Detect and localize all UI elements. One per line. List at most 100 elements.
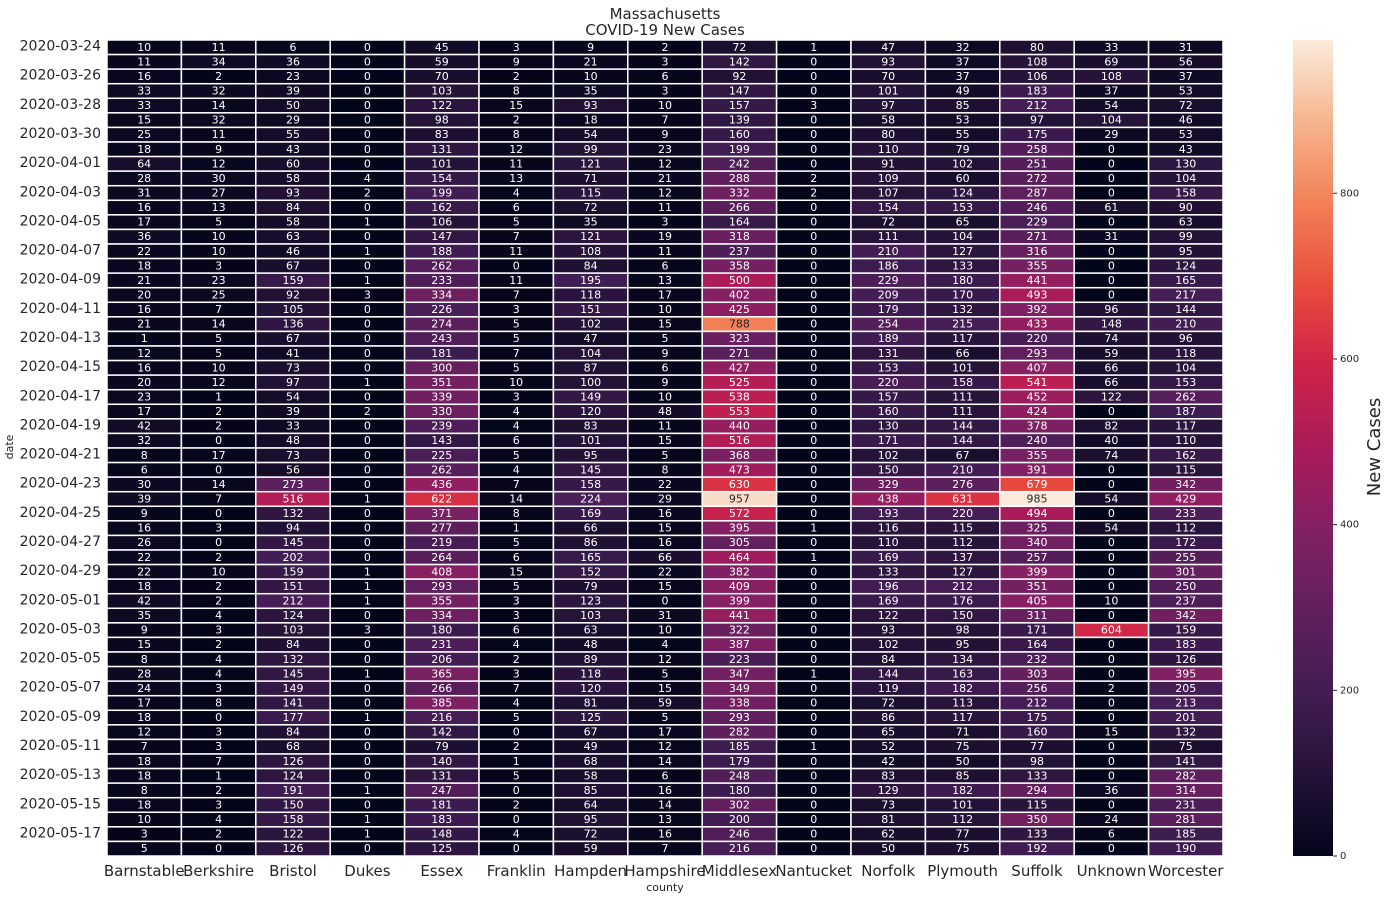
cell-value-label: 4 <box>513 463 520 476</box>
cell-value-label: 12 <box>658 187 672 200</box>
cell-value-label: 0 <box>1108 157 1115 170</box>
cell-value-label: 0 <box>364 638 371 651</box>
cell-value-label: 23 <box>212 274 226 287</box>
cell-value-label: 5 <box>513 318 520 331</box>
cell-value-label: 0 <box>810 842 817 855</box>
cell-value-label: 387 <box>729 638 750 651</box>
cell-value-label: 239 <box>431 420 452 433</box>
cell-value-label: 118 <box>1175 347 1196 360</box>
cell-value-label: 124 <box>952 187 973 200</box>
cell-value-label: 342 <box>1175 609 1196 622</box>
cell-value-label: 157 <box>878 391 899 404</box>
cell-value-label: 6 <box>513 624 520 637</box>
cell-value-label: 97 <box>286 376 300 389</box>
cell-value-label: 0 <box>810 653 817 666</box>
cell-value-label: 3 <box>215 522 222 535</box>
cell-value-label: 133 <box>952 259 973 272</box>
cell-value-label: 39 <box>286 405 300 418</box>
cell-value-label: 0 <box>810 449 817 462</box>
y-tick-label: 2020-05-01 <box>20 592 101 608</box>
cell-value-label: 171 <box>878 434 899 447</box>
cell-value-label: 80 <box>881 128 895 141</box>
cell-value-label: 43 <box>1179 143 1193 156</box>
cell-value-label: 180 <box>952 274 973 287</box>
cell-value-label: 316 <box>1027 245 1048 258</box>
cell-value-label: 182 <box>952 784 973 797</box>
cell-value-label: 311 <box>1027 609 1048 622</box>
cell-value-label: 438 <box>878 493 899 506</box>
cell-value-label: 121 <box>580 230 601 243</box>
cell-value-label: 7 <box>215 493 222 506</box>
cell-value-label: 0 <box>364 799 371 812</box>
cell-value-label: 170 <box>952 289 973 302</box>
cell-value-label: 48 <box>584 638 598 651</box>
cell-value-label: 132 <box>283 507 304 520</box>
cell-value-label: 0 <box>810 245 817 258</box>
cell-value-label: 0 <box>364 99 371 112</box>
cell-value-label: 0 <box>810 726 817 739</box>
cell-value-label: 79 <box>435 740 449 753</box>
cell-value-label: 0 <box>364 740 371 753</box>
cell-value-label: 102 <box>878 638 899 651</box>
cell-value-label: 111 <box>878 230 899 243</box>
y-tick-label: 2020-05-13 <box>20 767 101 783</box>
cell-value-label: 0 <box>1108 653 1115 666</box>
cell-value-label: 10 <box>658 303 672 316</box>
cell-value-label: 9 <box>662 376 669 389</box>
cell-value-label: 92 <box>286 289 300 302</box>
cell-value-label: 1 <box>513 522 520 535</box>
cell-value-label: 350 <box>1027 813 1048 826</box>
cell-value-label: 378 <box>1027 420 1048 433</box>
cell-value-label: 20 <box>137 376 151 389</box>
cell-value-label: 392 <box>1027 303 1048 316</box>
cell-value-label: 0 <box>364 143 371 156</box>
cell-value-label: 4 <box>513 405 520 418</box>
cell-value-label: 108 <box>1101 70 1122 83</box>
cell-value-label: 15 <box>137 638 151 651</box>
cell-value-label: 0 <box>364 463 371 476</box>
cell-value-label: 24 <box>137 682 151 695</box>
cell-value-label: 182 <box>952 682 973 695</box>
cell-value-label: 408 <box>431 565 452 578</box>
cell-value-label: 0 <box>810 318 817 331</box>
cell-value-label: 112 <box>952 536 973 549</box>
cell-value-label: 93 <box>286 187 300 200</box>
cell-value-label: 36 <box>1104 784 1118 797</box>
cell-value-label: 248 <box>729 769 750 782</box>
cell-value-label: 25 <box>212 289 226 302</box>
cell-value-label: 293 <box>729 711 750 724</box>
cell-value-label: 26 <box>137 536 151 549</box>
cell-value-label: 0 <box>1108 551 1115 564</box>
cell-value-label: 237 <box>1175 595 1196 608</box>
cell-value-label: 72 <box>881 216 895 229</box>
cell-value-label: 0 <box>1108 405 1115 418</box>
cell-value-label: 12 <box>658 157 672 170</box>
cell-value-label: 351 <box>1027 580 1048 593</box>
cell-value-label: 89 <box>584 653 598 666</box>
cell-value-label: 5 <box>215 347 222 360</box>
cell-value-label: 162 <box>1175 449 1196 462</box>
cell-value-label: 0 <box>810 580 817 593</box>
cell-value-label: 5 <box>513 711 520 724</box>
cell-value-label: 152 <box>580 565 601 578</box>
cell-value-label: 84 <box>286 201 300 214</box>
cell-value-label: 441 <box>729 609 750 622</box>
cell-value-label: 14 <box>212 99 226 112</box>
cell-value-label: 5 <box>141 842 148 855</box>
cell-value-label: 10 <box>509 376 523 389</box>
cell-value-label: 0 <box>364 522 371 535</box>
cell-value-label: 8 <box>513 85 520 98</box>
cell-value-label: 50 <box>956 755 970 768</box>
cell-value-label: 191 <box>283 784 304 797</box>
cell-value-label: 6 <box>513 201 520 214</box>
cell-value-label: 272 <box>1027 172 1048 185</box>
cell-value-label: 56 <box>286 463 300 476</box>
cell-value-label: 0 <box>1108 697 1115 710</box>
cell-value-label: 29 <box>658 493 672 506</box>
cell-value-label: 205 <box>1175 682 1196 695</box>
cell-value-label: 355 <box>1027 259 1048 272</box>
cell-value-label: 110 <box>878 143 899 156</box>
cell-value-label: 217 <box>1175 289 1196 302</box>
cell-value-label: 288 <box>729 172 750 185</box>
